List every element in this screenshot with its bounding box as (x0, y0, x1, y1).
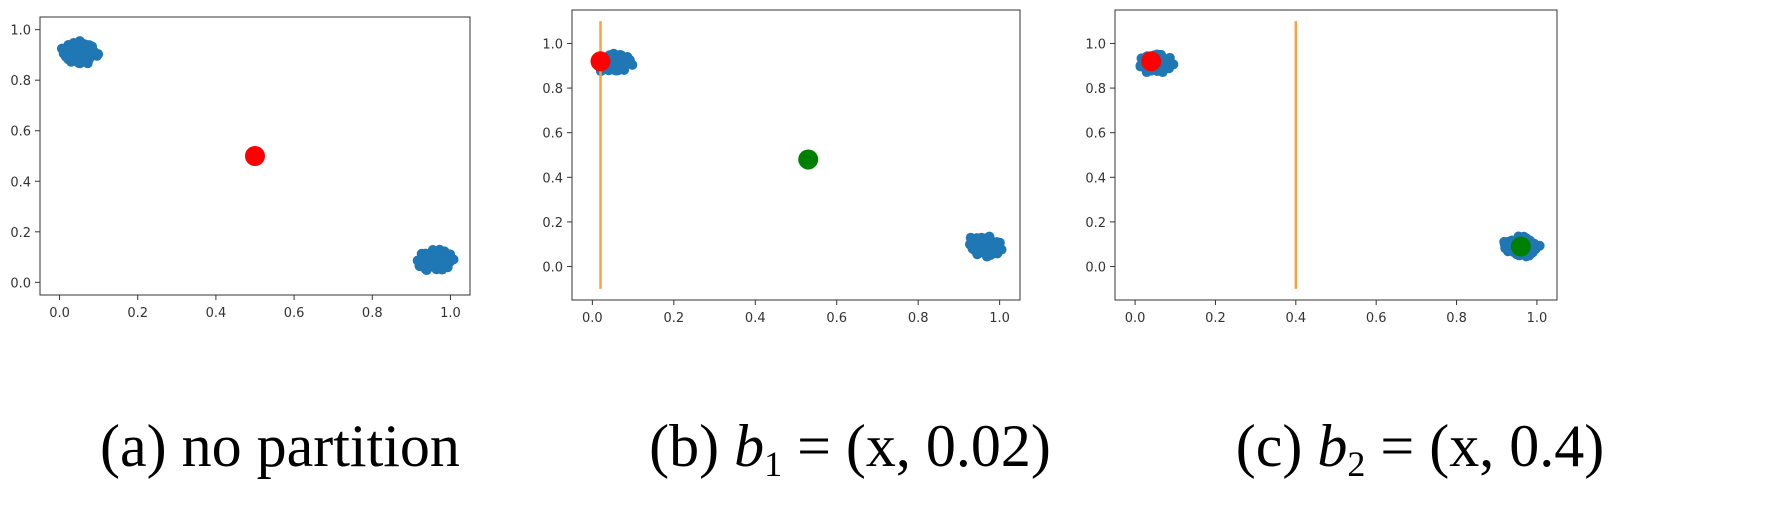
x-tick-label: 0.4 (206, 306, 227, 321)
y-tick-label: 0.6 (10, 125, 31, 140)
chart-a-svg: 0.0 0.2 0.4 0.6 0.8 1.0 0.0 0.2 0.4 0.6 0.8 1.0 (10, 16, 471, 321)
x-tick-label: 0.2 (663, 311, 684, 326)
y-tick-label: 0.4 (542, 171, 563, 186)
cluster-point (93, 49, 104, 60)
cluster-point (987, 244, 998, 255)
y-tick-label: 1.0 (542, 37, 563, 52)
y-tick-label: 0.2 (10, 226, 31, 241)
cluster-point (58, 45, 69, 56)
caption-c-sub: 2 (1347, 444, 1366, 484)
plot-frame (39, 16, 471, 296)
y-tick-label: 0.8 (1085, 82, 1106, 97)
centroid-point (245, 146, 265, 166)
caption-c: (c) b2 = (x, 0.4) (1140, 412, 1700, 492)
cluster-point (439, 253, 450, 264)
cluster-point (422, 249, 433, 260)
x-tick-label: 0.0 (582, 311, 603, 326)
y-tick-label: 0.8 (542, 82, 563, 97)
cluster-point (1168, 59, 1179, 70)
cluster-point (974, 241, 985, 252)
x-tick-label: 1.0 (440, 306, 461, 321)
y-tick-label: 0.0 (1085, 261, 1106, 276)
chart-b-svg: 0.0 0.2 0.4 0.6 0.8 1.0 0.0 0.2 0.4 0.6 0.8 1.0 (542, 9, 1021, 326)
caption-a: (a) no partition (0, 412, 560, 492)
x-tick-label: 0.8 (908, 311, 929, 326)
caption-b-prefix: (b) (649, 413, 735, 479)
centroid-point (1510, 236, 1531, 257)
chart-panel-a: 0.0 0.2 0.4 0.6 0.8 1.0 0.0 0.2 0.4 0.6 0.8 1.0 (0, 0, 560, 380)
cluster-point (86, 44, 97, 55)
caption-a-text: (a) no partition (100, 413, 460, 479)
x-tick-label: 0.6 (826, 311, 847, 326)
centroid-point (798, 149, 819, 170)
cluster-point (610, 65, 621, 76)
y-tick-label: 0.2 (1085, 216, 1106, 231)
y-tick-label: 0.0 (542, 261, 563, 276)
centroid-point (1141, 51, 1162, 72)
centroid-point (590, 51, 611, 72)
cluster-point (613, 56, 624, 67)
caption-b: (b) b1 = (x, 0.02) (570, 412, 1130, 492)
x-tick-label: 0.2 (1205, 311, 1226, 326)
plot-frame (1114, 9, 1558, 301)
y-tick-label: 0.6 (1085, 127, 1106, 142)
y-tick-label: 0.4 (1085, 171, 1106, 186)
chart-c-svg: 0.0 0.2 0.4 0.6 0.8 1.0 0.0 0.2 0.4 0.6 0.8 1.0 (1085, 9, 1558, 326)
x-tick-label: 0.8 (1446, 311, 1467, 326)
caption-b-suffix: = (x, 0.02) (782, 413, 1051, 479)
x-tick-label: 0.6 (284, 306, 305, 321)
caption-c-var: b (1317, 413, 1348, 479)
x-tick-label: 0.0 (1125, 311, 1146, 326)
chart-panel-c: 0.0 0.2 0.4 0.6 0.8 1.0 0.0 0.2 0.4 0.6 0.8 1.0 (1085, 0, 1771, 380)
cluster-point (430, 249, 441, 260)
caption-c-suffix: = (x, 0.4) (1365, 413, 1605, 479)
x-tick-label: 1.0 (989, 311, 1010, 326)
y-tick-label: 1.0 (10, 24, 31, 39)
y-tick-label: 0.8 (10, 74, 31, 89)
y-tick-label: 1.0 (1085, 37, 1106, 52)
cluster-point (429, 259, 440, 270)
x-tick-label: 0.4 (745, 311, 766, 326)
x-tick-label: 0.0 (49, 306, 70, 321)
caption-b-var: b (734, 413, 765, 479)
chart-panel-b: 0.0 0.2 0.4 0.6 0.8 1.0 0.0 0.2 0.4 0.6 0.8 1.0 (542, 0, 1180, 380)
cluster-point (618, 63, 629, 74)
x-tick-label: 0.8 (362, 306, 383, 321)
x-tick-label: 0.6 (1366, 311, 1387, 326)
y-tick-label: 0.2 (542, 216, 563, 231)
y-tick-label: 0.0 (10, 276, 31, 291)
x-tick-label: 0.2 (127, 306, 148, 321)
caption-c-prefix: (c) (1235, 413, 1318, 479)
caption-b-sub: 1 (764, 444, 783, 484)
x-tick-label: 1.0 (1527, 311, 1548, 326)
y-tick-label: 0.6 (542, 127, 563, 142)
plot-frame (571, 9, 1021, 301)
cluster-point (73, 57, 84, 68)
y-tick-label: 0.4 (10, 175, 31, 190)
x-tick-label: 0.4 (1285, 311, 1306, 326)
